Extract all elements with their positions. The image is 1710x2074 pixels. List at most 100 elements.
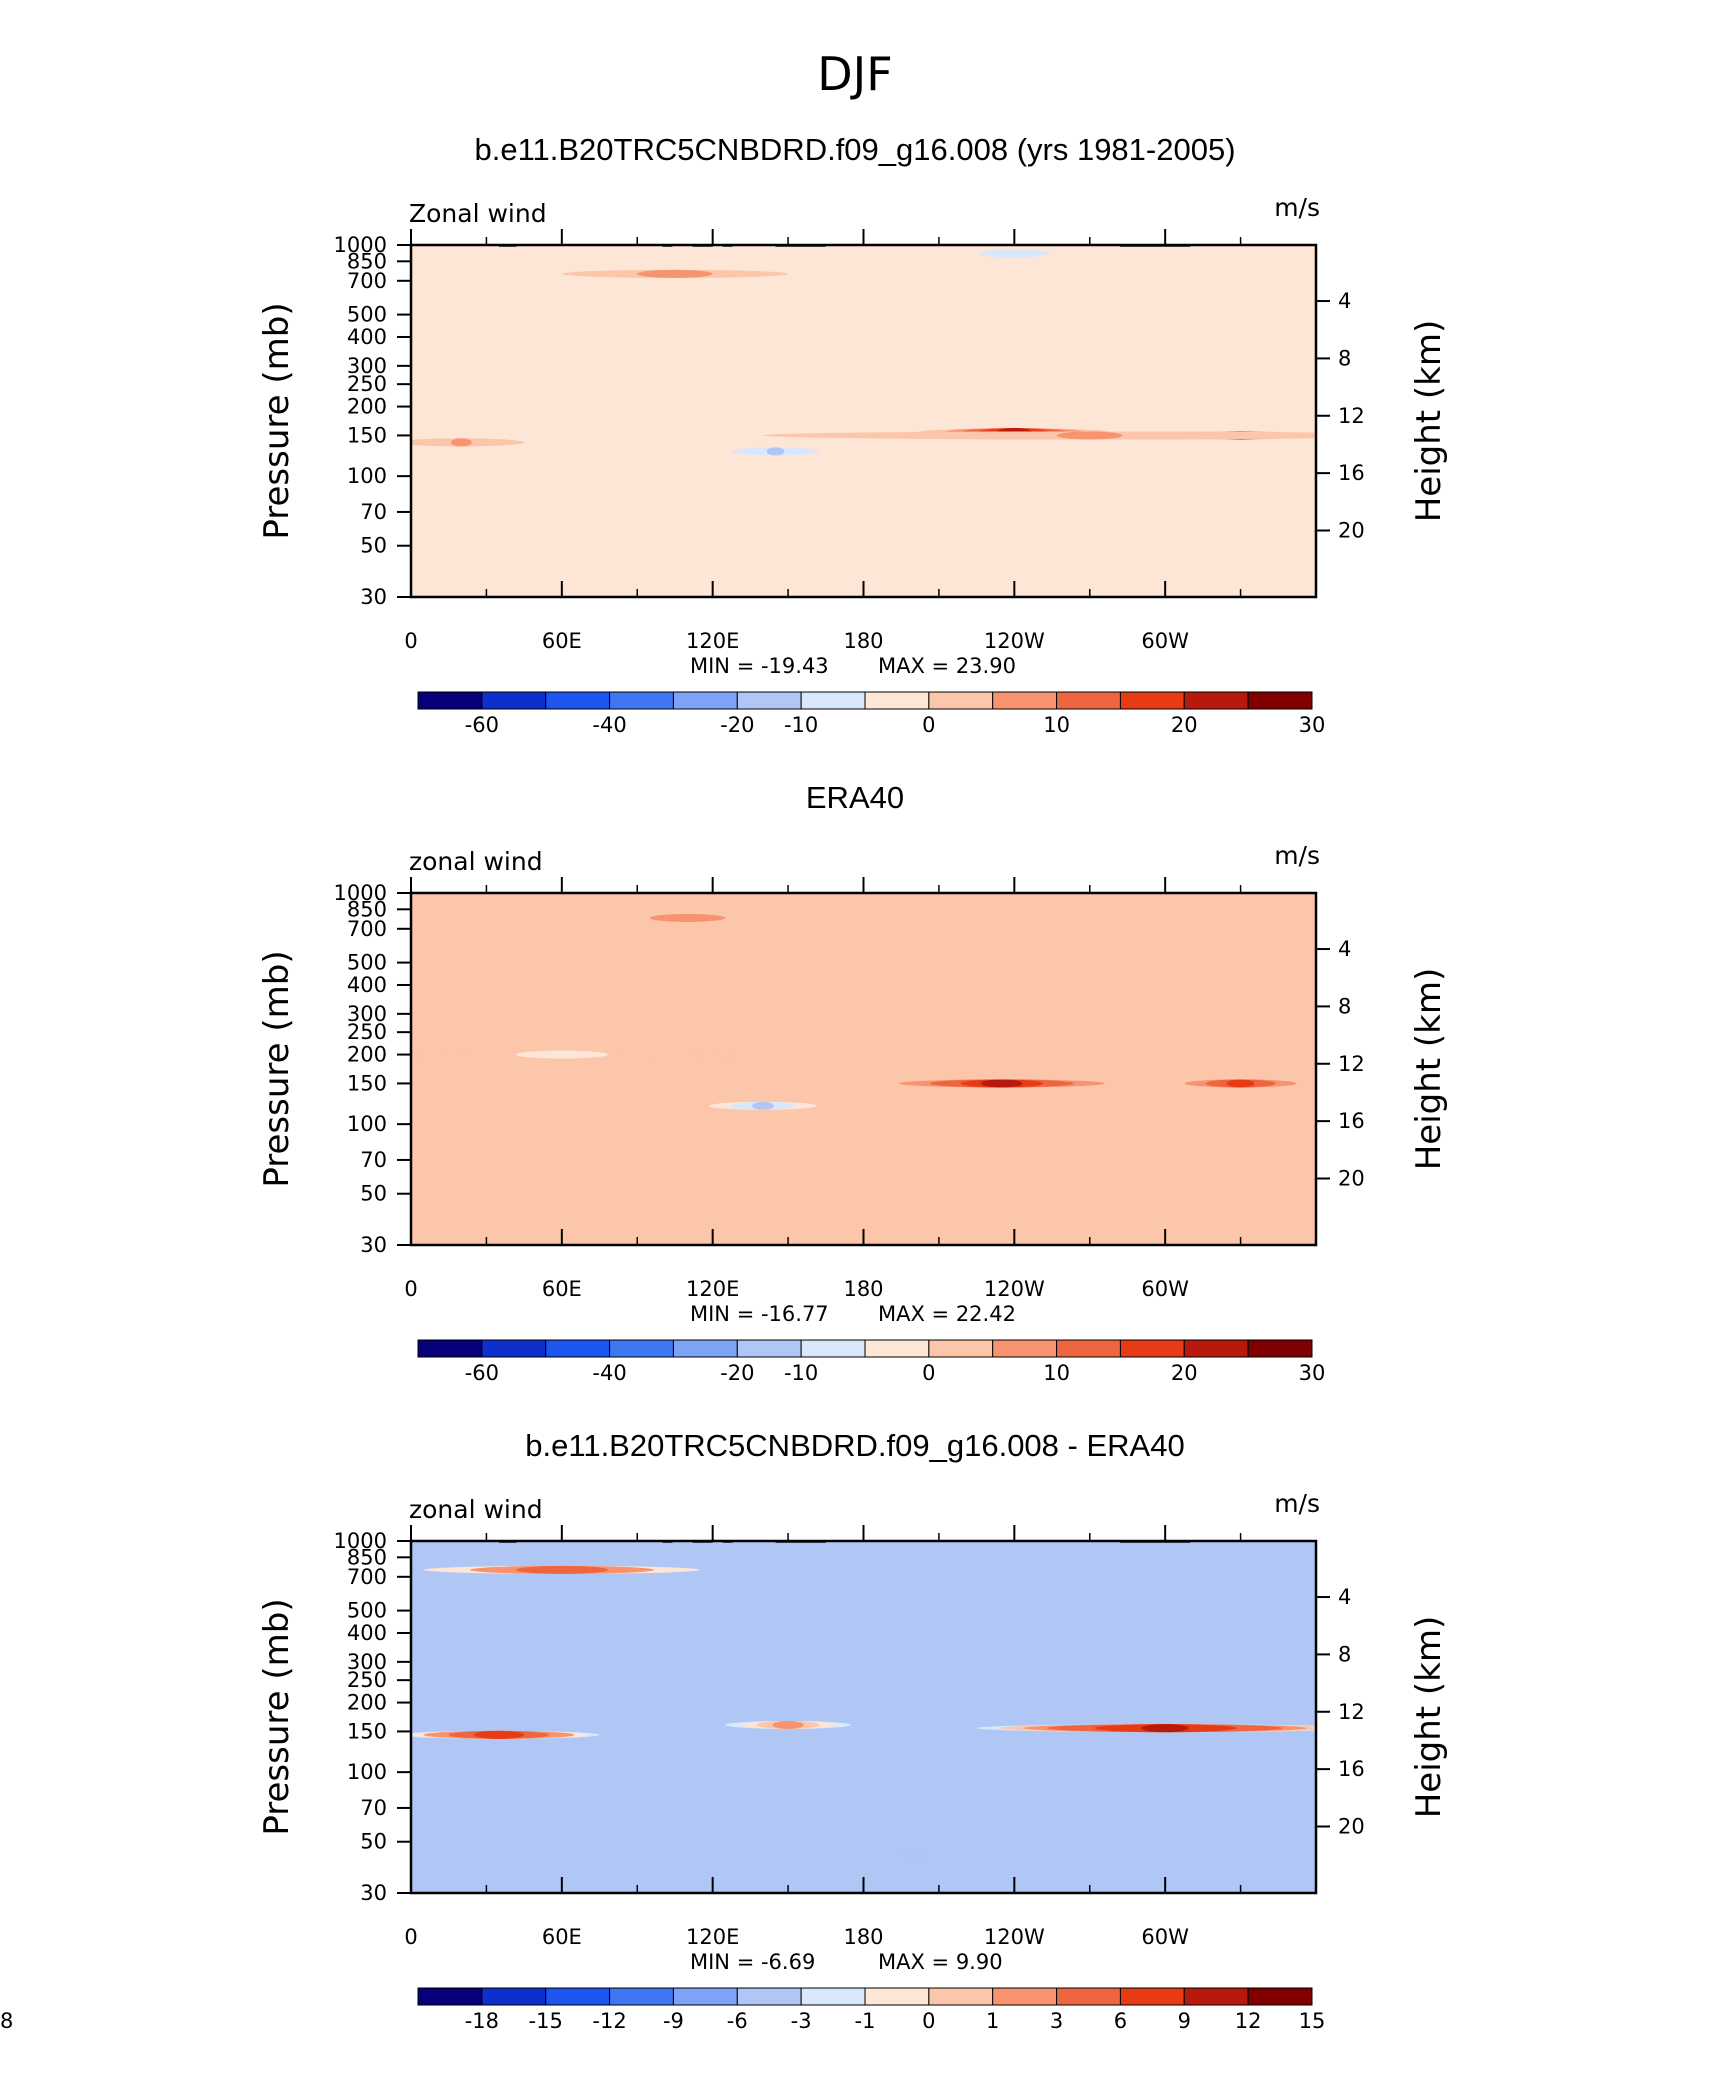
y-tick-label: 400 — [347, 973, 387, 997]
colorbar-label: 30 — [1299, 1361, 1326, 1385]
y-tick-label: 250 — [347, 372, 387, 396]
colorbar-cell-9 — [992, 1987, 1058, 2006]
colorbar-cell-0 — [417, 691, 483, 710]
y2-tick-label: 16 — [1338, 461, 1365, 485]
colorbar-cell-9 — [992, 691, 1058, 710]
y-tick-label: 150 — [347, 423, 387, 447]
y-tick-label: 200 — [347, 1043, 387, 1067]
min-stat: MIN = -16.77 — [690, 1302, 829, 1326]
y-tick-label: 150 — [347, 1071, 387, 1095]
x-tick-label: 60E — [542, 629, 582, 653]
y-tick-label: 850 — [347, 249, 387, 273]
colorbar-label: 1 — [986, 2009, 999, 2033]
y-tick-label: 70 — [360, 500, 387, 524]
colorbar-label: -40 — [592, 1361, 626, 1385]
colorbar-label: 10 — [1043, 1361, 1070, 1385]
contour-band-7-1 — [979, 249, 1050, 258]
colorbar-cell-12 — [1183, 691, 1249, 710]
y2-tick-label: 16 — [1338, 1757, 1365, 1781]
x-tick-label: 180 — [843, 1925, 883, 1949]
y2-tick-label: 12 — [1338, 1052, 1365, 1076]
y-tick-label: 850 — [347, 897, 387, 921]
contour-band-0-6 — [752, 1101, 774, 1110]
x-tick-label: 120E — [686, 1925, 739, 1949]
colorbar-cell-1 — [481, 691, 547, 710]
y2-tick-label: 20 — [1338, 1814, 1365, 1838]
max-stat: MAX = 23.90 — [878, 654, 1016, 678]
colorbar-label: -12 — [592, 2009, 626, 2033]
colorbar-label: -10 — [784, 1361, 818, 1385]
x-tick-label: 180 — [843, 629, 883, 653]
y-tick-label: 50 — [360, 534, 387, 558]
colorbar-label: 3 — [1050, 2009, 1063, 2033]
x-tick-label: 60E — [542, 1277, 582, 1301]
contour-band-4-4 — [685, 1657, 741, 1666]
field-background — [411, 245, 1316, 597]
colorbar-cell-4 — [672, 691, 738, 710]
colorbar-label: 0 — [922, 2009, 935, 2033]
contour-band-1-5 — [515, 1050, 608, 1059]
contour-band-3-7 — [1141, 1724, 1189, 1733]
colorbar-label: -20 — [720, 713, 754, 737]
y-tick-label: 1000 — [334, 233, 387, 257]
contour-band-3-8 — [1233, 1079, 1248, 1088]
contour-band-7-3 — [772, 1720, 804, 1729]
x-tick-label: 60W — [1141, 629, 1189, 653]
contour-band-2-10 — [991, 1079, 1013, 1088]
y-tick-label: 30 — [360, 1233, 387, 1257]
contour-band-4-2 — [649, 913, 726, 922]
y-tick-label: 70 — [360, 1796, 387, 1820]
colorbar-cell-5 — [736, 1339, 802, 1358]
plot-area — [411, 893, 1316, 1245]
field-label: zonal wind — [409, 847, 543, 876]
colorbar-cell-13 — [1247, 1339, 1313, 1358]
contour-band-4-9 — [1057, 431, 1123, 440]
y2-tick-label: 4 — [1338, 289, 1351, 313]
colorbar-cell-8 — [928, 1987, 994, 2006]
plot-area — [411, 1541, 1316, 1893]
colorbar-label: 15 — [1299, 2009, 1326, 2033]
colorbar-label: 10 — [1043, 713, 1070, 737]
contour-band-1-5 — [498, 431, 600, 440]
field-label: Zonal wind — [409, 199, 547, 228]
y2-tick-label: 4 — [1338, 1585, 1351, 1609]
colorbar-cell-1 — [481, 1339, 547, 1358]
y-tick-label: 200 — [347, 1691, 387, 1715]
units-label: m/s — [1274, 193, 1320, 222]
x-tick-label: 60W — [1141, 1277, 1189, 1301]
x-tick-label: 60W — [1141, 1925, 1189, 1949]
y-tick-label: 70 — [360, 1148, 387, 1172]
colorbar-cell-6 — [800, 1339, 866, 1358]
colorbar-label: -10 — [784, 713, 818, 737]
y2-tick-label: 16 — [1338, 1109, 1365, 1133]
panel-title: b.e11.B20TRC5CNBDRD.f09_g16.008 (yrs 198… — [474, 132, 1235, 167]
colorbar-cell-6 — [800, 691, 866, 710]
x-tick-label: 120W — [984, 629, 1045, 653]
y2-tick-label: 8 — [1338, 346, 1351, 370]
colorbar-label: -20 — [720, 1361, 754, 1385]
contour-band-5-2 — [637, 269, 713, 278]
colorbar-label: -40 — [592, 713, 626, 737]
y-tick-label: 400 — [347, 1621, 387, 1645]
x-tick-label: 0 — [404, 629, 417, 653]
y-tick-label: 700 — [347, 269, 387, 293]
y-tick-label: 150 — [347, 1719, 387, 1743]
field-background — [411, 1541, 1316, 1893]
y-tick-label: 250 — [347, 1020, 387, 1044]
x-tick-label: 120E — [686, 629, 739, 653]
y2-tick-label: 12 — [1338, 1700, 1365, 1724]
x-tick-label: 60E — [542, 1925, 582, 1949]
colorbar-cell-13 — [1247, 691, 1313, 710]
contour-band-6-5 — [450, 438, 472, 447]
y-tick-label: 100 — [347, 1112, 387, 1136]
x-tick-label: 120W — [984, 1277, 1045, 1301]
y-tick-label: 300 — [347, 1002, 387, 1026]
colorbar-cell-3 — [609, 1987, 674, 2006]
colorbar-cell-11 — [1119, 1987, 1185, 2006]
contour-band-2-7 — [486, 1730, 512, 1739]
y-tick-label: 700 — [347, 1565, 387, 1589]
max-stat: MAX = 9.90 — [878, 1950, 1003, 1974]
contour-band-0-7 — [766, 447, 785, 456]
y-axis-label: Pressure (mb) — [257, 950, 297, 1187]
